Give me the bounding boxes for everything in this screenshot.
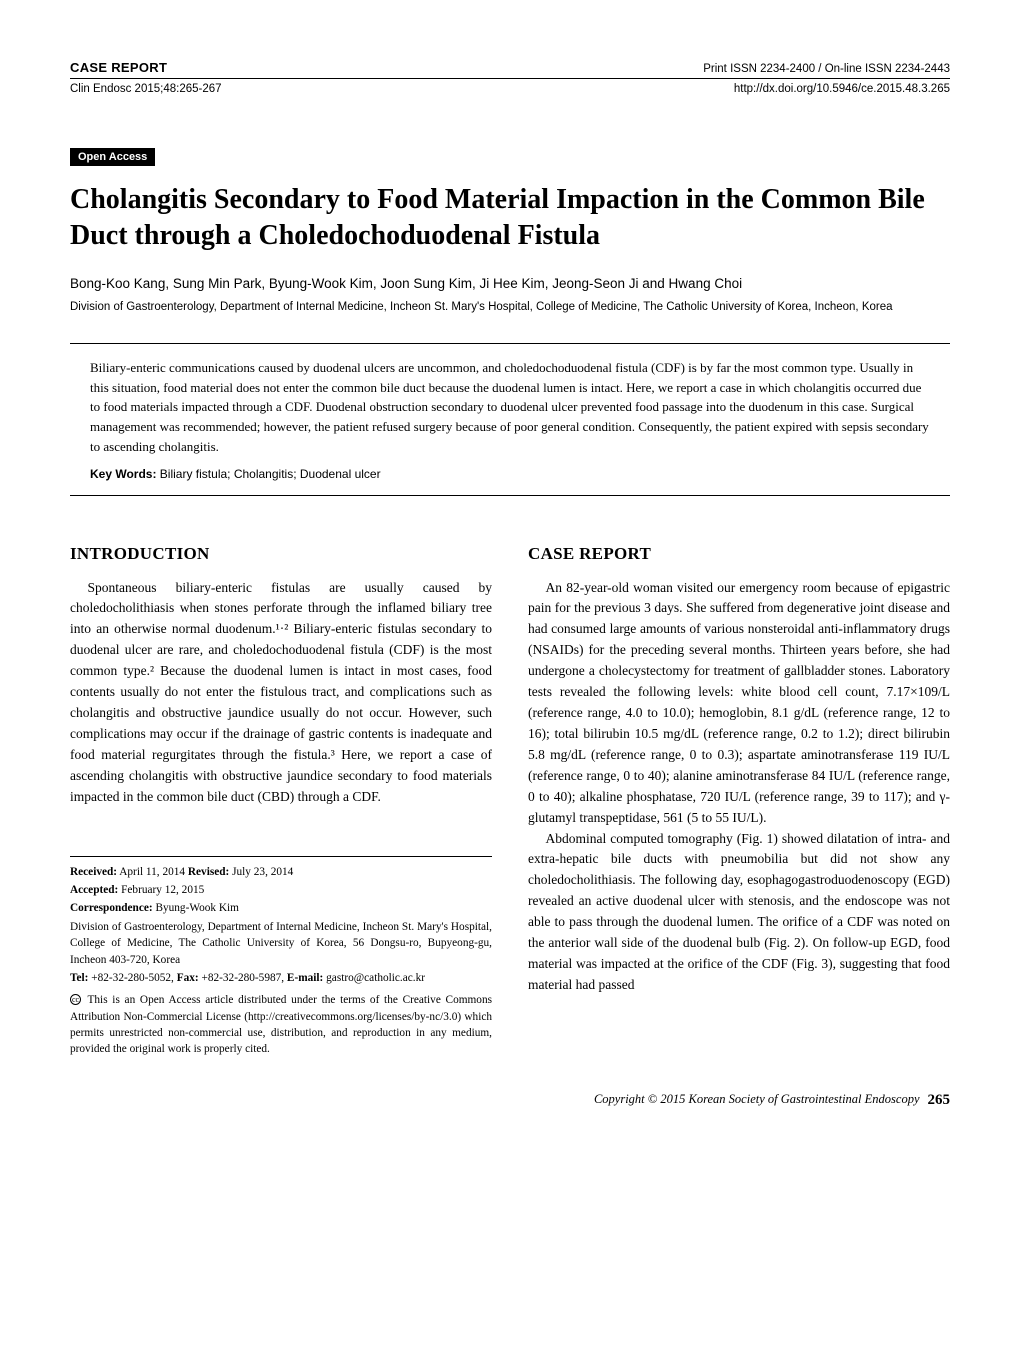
- correspondence-label: Correspondence:: [70, 902, 153, 914]
- correspondence-address: Division of Gastroenterology, Department…: [70, 919, 492, 968]
- tel-value: +82-32-280-5052,: [88, 972, 176, 984]
- received-line: Received: April 11, 2014 Revised: July 2…: [70, 864, 492, 880]
- license-text: This is an Open Access article distribut…: [70, 994, 492, 1055]
- article-info-block: Received: April 11, 2014 Revised: July 2…: [70, 856, 492, 1058]
- header-second-row: Clin Endosc 2015;48:265-267 http://dx.do…: [70, 83, 950, 95]
- case-report-label: CASE REPORT: [70, 60, 167, 75]
- keywords-text: Biliary fistula; Cholangitis; Duodenal u…: [156, 467, 380, 481]
- revised-date: July 23, 2014: [229, 866, 293, 878]
- abstract-box: Biliary-enteric communications caused by…: [70, 343, 950, 496]
- cc-icon: cc: [70, 994, 81, 1005]
- case-report-paragraph-1: An 82-year-old woman visited our emergen…: [528, 578, 950, 829]
- correspondence-line: Correspondence: Byung-Wook Kim: [70, 900, 492, 916]
- page-footer: Copyright © 2015 Korean Society of Gastr…: [70, 1092, 950, 1109]
- received-date: April 11, 2014: [117, 866, 188, 878]
- accepted-label: Accepted:: [70, 884, 118, 896]
- email-label: E-mail:: [287, 972, 323, 984]
- tel-label: Tel:: [70, 972, 88, 984]
- doi-url: http://dx.doi.org/10.5946/ce.2015.48.3.2…: [734, 83, 950, 95]
- received-label: Received:: [70, 866, 117, 878]
- author-list: Bong-Koo Kang, Sung Min Park, Byung-Wook…: [70, 276, 950, 291]
- fax-value: +82-32-280-5987,: [199, 972, 287, 984]
- two-column-layout: INTRODUCTION Spontaneous biliary-enteric…: [70, 544, 950, 1060]
- keywords-line: Key Words: Biliary fistula; Cholangitis;…: [90, 467, 930, 481]
- introduction-heading: INTRODUCTION: [70, 544, 492, 564]
- left-column: INTRODUCTION Spontaneous biliary-enteric…: [70, 544, 492, 1060]
- contact-line: Tel: +82-32-280-5052, Fax: +82-32-280-59…: [70, 970, 492, 986]
- header-top-row: CASE REPORT Print ISSN 2234-2400 / On-li…: [70, 60, 950, 79]
- fax-label: Fax:: [177, 972, 199, 984]
- keywords-label: Key Words:: [90, 467, 156, 481]
- accepted-line: Accepted: February 12, 2015: [70, 882, 492, 898]
- case-report-paragraph-2: Abdominal computed tomography (Fig. 1) s…: [528, 829, 950, 996]
- issn-text: Print ISSN 2234-2400 / On-line ISSN 2234…: [703, 63, 950, 75]
- open-access-badge: Open Access: [70, 148, 155, 166]
- abstract-text: Biliary-enteric communications caused by…: [90, 358, 930, 457]
- right-column: CASE REPORT An 82-year-old woman visited…: [528, 544, 950, 1060]
- case-report-heading: CASE REPORT: [528, 544, 950, 564]
- correspondence-name: Byung-Wook Kim: [153, 902, 239, 914]
- revised-label: Revised:: [188, 866, 229, 878]
- article-title: Cholangitis Secondary to Food Material I…: [70, 182, 950, 254]
- copyright-text: Copyright © 2015 Korean Society of Gastr…: [594, 1092, 920, 1109]
- affiliation: Division of Gastroenterology, Department…: [70, 299, 950, 315]
- journal-reference: Clin Endosc 2015;48:265-267: [70, 83, 222, 95]
- license-paragraph: cc This is an Open Access article distri…: [70, 992, 492, 1058]
- page-number: 265: [928, 1092, 951, 1109]
- introduction-paragraph: Spontaneous biliary-enteric fistulas are…: [70, 578, 492, 808]
- email-value: gastro@catholic.ac.kr: [323, 972, 425, 984]
- accepted-date: February 12, 2015: [118, 884, 204, 896]
